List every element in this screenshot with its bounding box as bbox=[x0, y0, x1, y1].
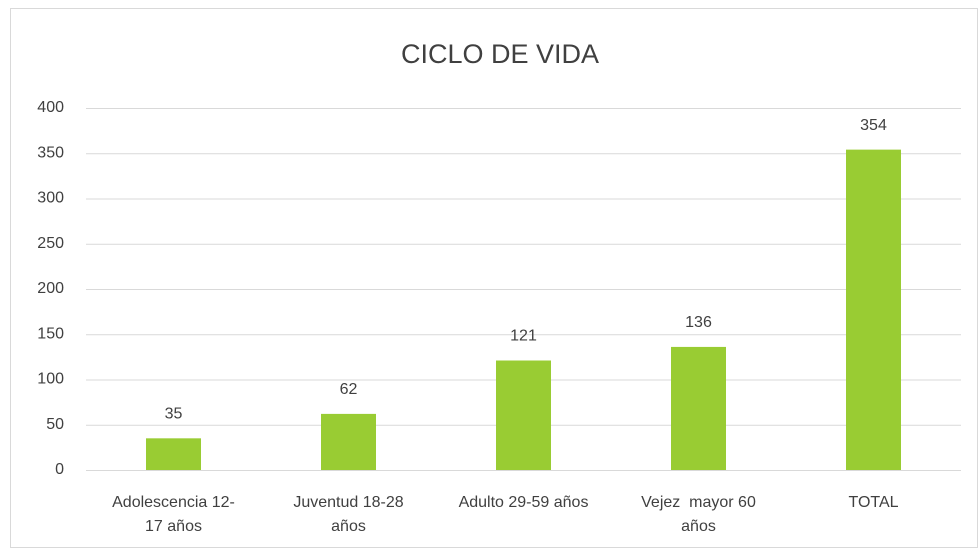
value-label: 354 bbox=[860, 117, 887, 134]
x-tick-label: Juventud 18-28 años bbox=[293, 494, 403, 535]
y-tick-label: 50 bbox=[46, 416, 64, 433]
value-label: 62 bbox=[340, 381, 358, 398]
x-tick-label: Adolescencia 12-17 años bbox=[112, 494, 235, 535]
bar bbox=[496, 360, 551, 470]
chart-title: CICLO DE VIDA bbox=[401, 39, 599, 69]
y-tick-label: 150 bbox=[37, 325, 64, 342]
value-label: 136 bbox=[685, 314, 712, 331]
value-label: 35 bbox=[165, 406, 183, 423]
y-tick-label: 400 bbox=[37, 99, 64, 116]
y-tick-label: 100 bbox=[37, 371, 64, 388]
bar bbox=[321, 413, 376, 470]
value-label: 121 bbox=[510, 328, 537, 345]
bar bbox=[146, 438, 201, 470]
x-tick-label: TOTAL bbox=[848, 494, 898, 511]
y-tick-label: 350 bbox=[37, 144, 64, 161]
bar bbox=[671, 346, 726, 470]
y-tick-label: 300 bbox=[37, 190, 64, 207]
x-tick-label: Adulto 29-59 años bbox=[459, 494, 589, 511]
y-tick-label: 0 bbox=[55, 461, 64, 478]
y-tick-label: 250 bbox=[37, 235, 64, 252]
y-tick-label: 200 bbox=[37, 280, 64, 297]
x-tick-label: Vejez mayor 60 años bbox=[641, 494, 756, 535]
bar bbox=[846, 149, 901, 470]
